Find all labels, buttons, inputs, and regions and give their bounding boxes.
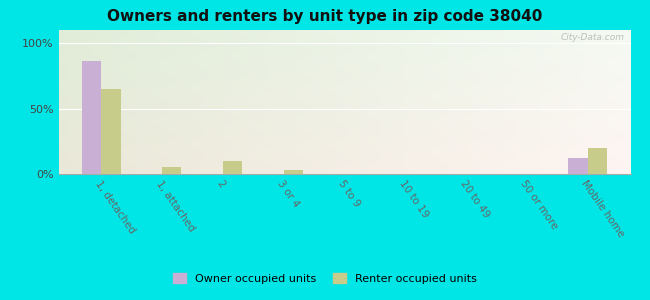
Bar — [82, 61, 101, 174]
Text: Owners and renters by unit type in zip code 38040: Owners and renters by unit type in zip c… — [107, 9, 543, 24]
Bar — [283, 170, 303, 174]
Bar — [162, 167, 181, 174]
Bar — [588, 148, 607, 174]
Legend: Owner occupied units, Renter occupied units: Owner occupied units, Renter occupied un… — [168, 269, 482, 288]
Bar — [569, 158, 588, 174]
Bar — [223, 161, 242, 174]
Bar — [101, 89, 120, 174]
Text: City-Data.com: City-Data.com — [561, 33, 625, 42]
